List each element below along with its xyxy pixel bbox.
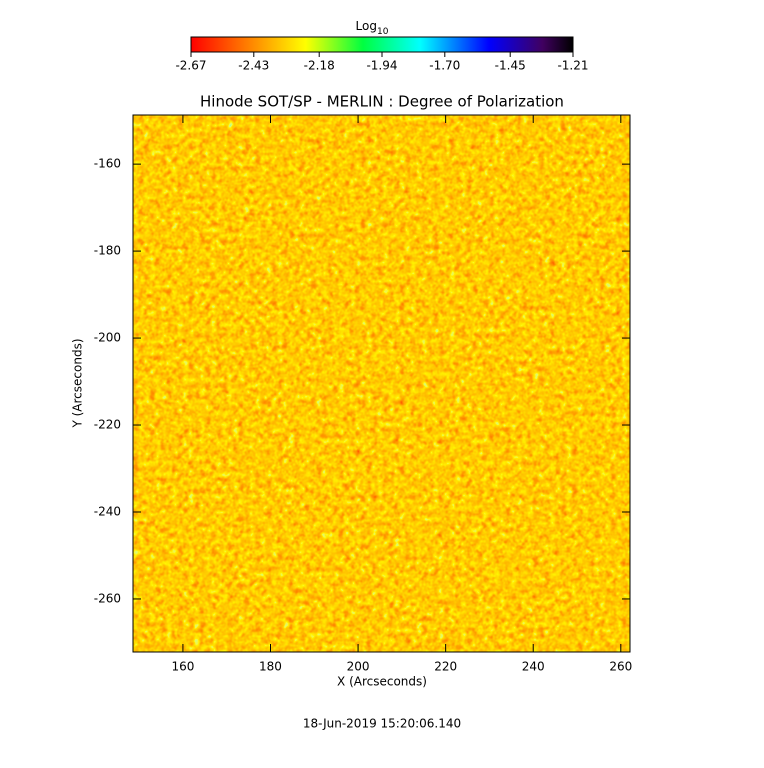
colorbar-tick-label: -1.45 bbox=[495, 59, 526, 73]
heatmap-image bbox=[133, 115, 630, 652]
y-tick-label: -160 bbox=[94, 157, 121, 171]
y-tick-label: -260 bbox=[94, 591, 121, 605]
colorbar-title-main: Log bbox=[356, 19, 377, 33]
colorbar-tick-label: -1.21 bbox=[557, 59, 588, 73]
chart-title: Hinode SOT/SP - MERLIN : Degree of Polar… bbox=[200, 93, 564, 111]
y-axis-label: Y (Arcseconds) bbox=[71, 338, 85, 428]
x-tick-label: 160 bbox=[171, 660, 194, 674]
date-label: 18-Jun-2019 15:20:06.140 bbox=[303, 717, 461, 731]
y-tick-label: -200 bbox=[94, 331, 121, 345]
plot-frame bbox=[132, 114, 631, 653]
x-tick-label: 180 bbox=[259, 660, 282, 674]
axes: 160 180 200 220 240 260 -260 -240 -220 -200 -180 -1… bbox=[94, 52, 632, 674]
colorbar-tick-label: -2.43 bbox=[238, 59, 269, 73]
x-tick-label: 240 bbox=[522, 660, 545, 674]
colorbar-tick-label: -2.18 bbox=[304, 59, 335, 73]
colorbar-tick-label: -1.70 bbox=[429, 59, 460, 73]
x-tick-label: 220 bbox=[434, 660, 457, 674]
colorbar-tick-label: -1.94 bbox=[366, 59, 397, 73]
colorbar-tick-label: -2.67 bbox=[175, 59, 206, 73]
colorbar bbox=[190, 36, 574, 53]
y-tick-label: -180 bbox=[94, 244, 121, 258]
x-tick-label: 260 bbox=[609, 660, 632, 674]
x-tick-label: 200 bbox=[347, 660, 370, 674]
colorbar-title: Log10 bbox=[356, 19, 389, 37]
colorbar-title-sub: 10 bbox=[377, 27, 389, 37]
y-tick-label: -240 bbox=[94, 504, 121, 518]
y-tick-label: -220 bbox=[94, 418, 121, 432]
x-axis-label: X (Arcseconds) bbox=[337, 675, 427, 689]
